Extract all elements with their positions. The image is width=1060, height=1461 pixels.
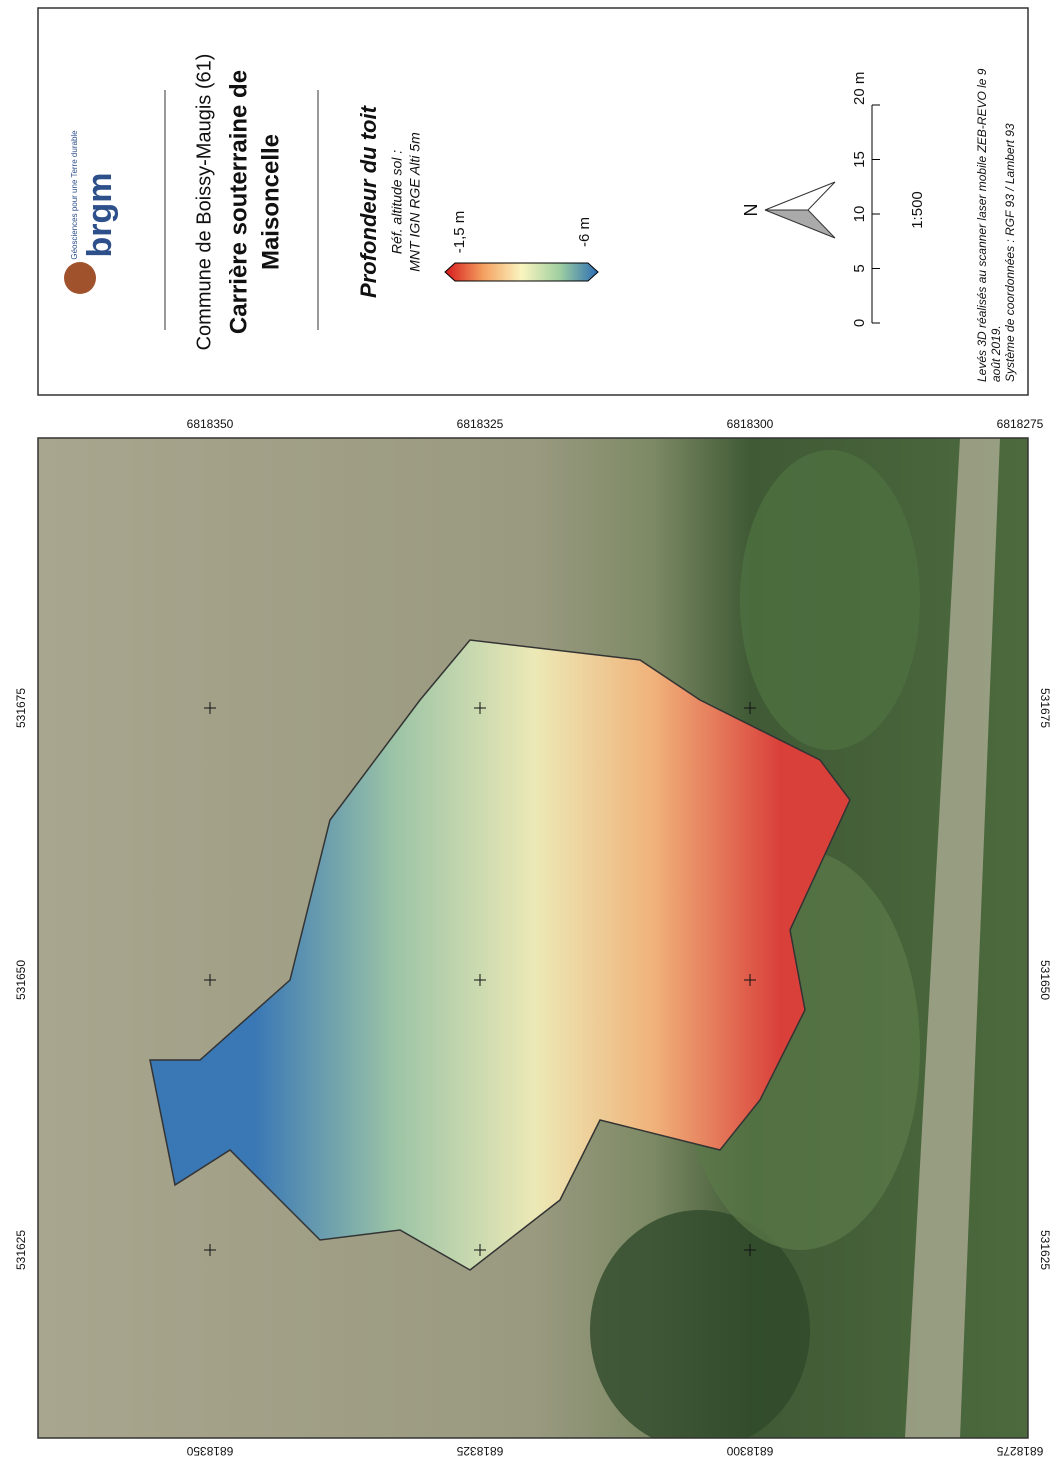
- scale-ratio: 1:500: [909, 191, 926, 229]
- northing-label: 6818275: [997, 417, 1044, 431]
- trees: [740, 450, 920, 750]
- north-label: N: [741, 204, 761, 217]
- scale-label: 20 m: [851, 72, 868, 105]
- northing-label: 6818325: [456, 1444, 503, 1458]
- northing-label: 6818350: [186, 1444, 233, 1458]
- colorbar-max: -6 m: [576, 217, 593, 247]
- colorbar-min: -1,5 m: [451, 211, 468, 254]
- scale-label: 15: [851, 151, 868, 168]
- easting-label: 531650: [14, 960, 28, 1000]
- colorbar: [445, 263, 598, 281]
- reference: Réf. altitude sol :: [389, 150, 405, 254]
- scale-label: 0: [851, 319, 868, 327]
- easting-label: 531650: [1038, 960, 1052, 1000]
- easting-label: 531625: [14, 1230, 28, 1270]
- logo-tagline: Géosciences pour une Terre durable: [70, 130, 79, 260]
- easting-label: 531625: [1038, 1230, 1052, 1270]
- easting-label: 531675: [1038, 688, 1052, 728]
- northing-label: 6818325: [457, 417, 504, 431]
- map-page: brgm Géosciences pour une Terre durable …: [0, 0, 1060, 1461]
- reference: MNT IGN RGE Alti 5m: [407, 132, 423, 272]
- northing-label: 6818275: [996, 1444, 1043, 1458]
- title: Carrière souterraine de: [225, 70, 252, 334]
- legend-frame: [38, 8, 1028, 395]
- northing-label: 6818300: [726, 1444, 773, 1458]
- scale-label: 5: [851, 264, 868, 272]
- logo: brgm: [81, 173, 119, 258]
- title: Maisoncelle: [257, 134, 284, 270]
- footer: août 2019.: [989, 325, 1003, 382]
- map-image: [38, 438, 1028, 1450]
- depth-title: Profondeur du toit: [356, 104, 381, 298]
- logo-mark: [64, 262, 96, 294]
- northing-label: 6818350: [187, 417, 234, 431]
- scale-label: 10: [851, 206, 868, 223]
- footer: Système de coordonnées : RGF 93 / Lamber…: [1003, 123, 1017, 382]
- northing-label: 6818300: [727, 417, 774, 431]
- footer: Levés 3D réalisés au scanner laser mobil…: [975, 68, 989, 382]
- commune: Commune de Boissy-Maugis (61): [193, 54, 215, 351]
- easting-label: 531675: [14, 688, 28, 728]
